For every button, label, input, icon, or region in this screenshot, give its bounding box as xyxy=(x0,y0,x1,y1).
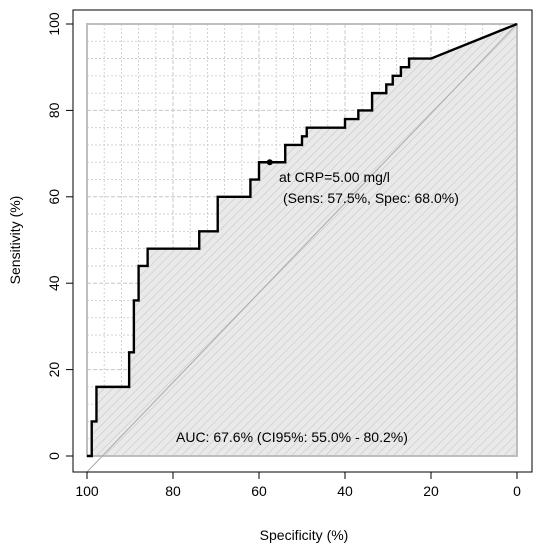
axis-frame xyxy=(72,9,533,473)
threshold-point xyxy=(266,159,273,166)
y-tick-label: 40 xyxy=(46,275,62,291)
x-tick-label: 40 xyxy=(337,483,353,499)
x-axis-title: Specificity (%) xyxy=(260,527,349,543)
x-tick-label: 80 xyxy=(165,483,181,499)
threshold-annotation-line1: at CRP=5.00 mg/l xyxy=(279,169,390,185)
x-tick-label: 60 xyxy=(251,483,267,499)
auc-annotation: AUC: 67.6% (CI95%: 55.0% - 80.2%) xyxy=(176,429,408,445)
auc-hatch xyxy=(87,24,517,456)
plot-box xyxy=(86,23,518,457)
y-axis-title: Sensitivity (%) xyxy=(7,196,23,285)
y-tick-label: 100 xyxy=(46,12,62,36)
y-tick-label: 80 xyxy=(46,102,62,118)
threshold-annotation-line2: (Sens: 57.5%, Spec: 68.0%) xyxy=(283,190,459,206)
x-tick-label: 100 xyxy=(75,483,99,499)
reference-diagonal xyxy=(86,23,518,473)
y-tick-label: 20 xyxy=(46,362,62,378)
x-tick-label: 0 xyxy=(513,483,521,499)
x-tick-label: 20 xyxy=(423,483,439,499)
roc-curve xyxy=(87,22,518,458)
y-tick-label: 60 xyxy=(46,189,62,205)
y-tick-label: 0 xyxy=(46,452,62,460)
